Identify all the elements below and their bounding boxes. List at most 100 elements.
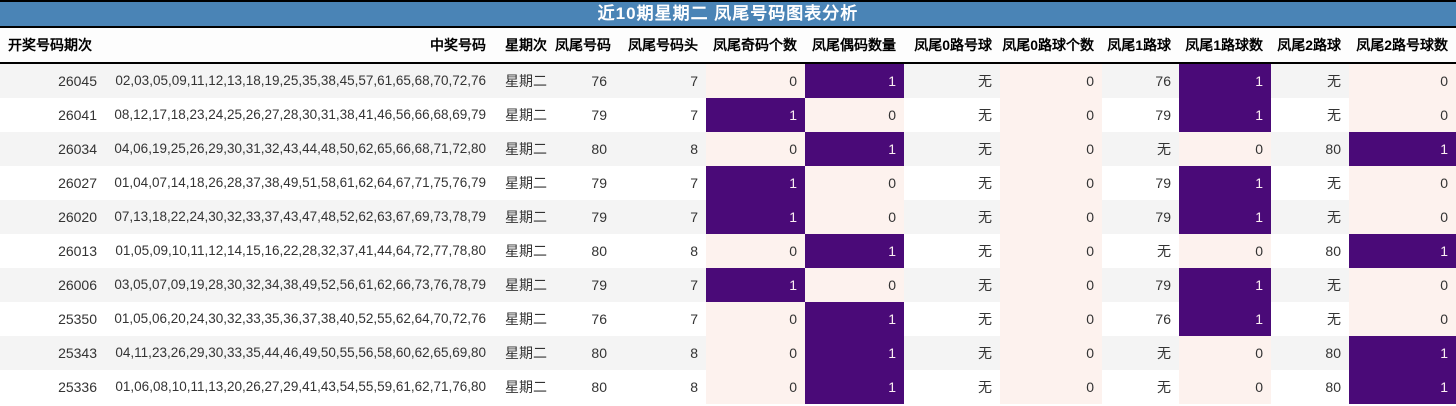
cell-weekday: 星期二 (505, 243, 547, 259)
cell-road0-ball: 无 (978, 141, 992, 157)
cell-tail-number: 79 (591, 175, 607, 191)
header-odd-count: 凤尾奇码个数 (713, 37, 797, 53)
header-weekday: 星期次 (505, 37, 547, 53)
cell-road0-ball: 无 (978, 107, 992, 123)
cell-weekday: 星期二 (505, 73, 547, 89)
cell-winning-numbers: 02,03,05,09,11,12,13,18,19,25,35,38,45,5… (115, 73, 486, 88)
cell-road0-count: 0 (1000, 268, 1102, 302)
cell-even-count: 1 (805, 234, 904, 268)
cell-road0-count: 0 (1000, 166, 1102, 200)
header-period: 开奖号码期次 (8, 37, 92, 53)
cell-road2-count: 0 (1349, 98, 1456, 132)
header-road1-count: 凤尾1路球数 (1185, 37, 1263, 53)
cell-even-count: 1 (805, 302, 904, 336)
cell-tail-number: 80 (591, 345, 607, 361)
cell-even-count: 0 (805, 166, 904, 200)
cell-winning-numbers: 03,05,07,09,19,28,30,32,34,38,49,52,56,6… (114, 277, 486, 292)
cell-road1-count: 0 (1179, 234, 1271, 268)
cell-tail-head: 7 (690, 311, 698, 327)
cell-tail-head: 7 (690, 107, 698, 123)
cell-tail-number: 79 (591, 209, 607, 225)
cell-winning-numbers: 01,04,07,14,18,26,28,37,38,49,51,58,61,6… (114, 175, 486, 190)
cell-even-count: 1 (805, 64, 904, 98)
cell-road2-ball: 无 (1327, 73, 1341, 89)
cell-road1-count: 0 (1179, 132, 1271, 166)
cell-odd-count: 0 (706, 302, 805, 336)
cell-tail-number: 76 (591, 311, 607, 327)
cell-winning-numbers: 07,13,18,22,24,30,32,33,37,43,47,48,52,6… (114, 209, 486, 224)
cell-road1-ball: 76 (1155, 73, 1171, 89)
cell-winning-numbers: 08,12,17,18,23,24,25,26,27,28,30,31,38,4… (114, 107, 486, 122)
table-row: 26013 01,05,09,10,11,12,14,15,16,22,28,3… (0, 234, 1456, 268)
table-row: 25343 04,11,23,26,29,30,33,35,44,46,49,5… (0, 336, 1456, 370)
cell-road2-count: 0 (1349, 268, 1456, 302)
cell-road1-ball: 79 (1155, 209, 1171, 225)
cell-tail-number: 80 (591, 243, 607, 259)
cell-tail-head: 7 (690, 277, 698, 293)
cell-road1-count: 1 (1179, 166, 1271, 200)
cell-road0-ball: 无 (978, 73, 992, 89)
cell-road2-ball: 无 (1327, 311, 1341, 327)
table-row: 26020 07,13,18,22,24,30,32,33,37,43,47,4… (0, 200, 1456, 234)
cell-odd-count: 1 (706, 268, 805, 302)
cell-road1-count: 1 (1179, 98, 1271, 132)
cell-tail-head: 7 (690, 209, 698, 225)
table-body: 26045 02,03,05,09,11,12,13,18,19,25,35,3… (0, 64, 1456, 404)
cell-road1-ball: 79 (1155, 175, 1171, 191)
cell-weekday: 星期二 (505, 345, 547, 361)
cell-tail-number: 79 (591, 277, 607, 293)
cell-road0-ball: 无 (978, 311, 992, 327)
table-row: 26034 04,06,19,25,26,29,30,31,32,43,44,4… (0, 132, 1456, 166)
cell-road1-ball: 无 (1157, 243, 1171, 259)
cell-tail-head: 8 (690, 345, 698, 361)
cell-road2-count: 1 (1349, 336, 1456, 370)
cell-period: 26041 (58, 107, 97, 123)
cell-road2-ball: 80 (1325, 345, 1341, 361)
cell-road2-count: 1 (1349, 234, 1456, 268)
cell-road1-count: 0 (1179, 370, 1271, 404)
cell-road1-count: 1 (1179, 268, 1271, 302)
cell-winning-numbers: 04,06,19,25,26,29,30,31,32,43,44,48,50,6… (114, 141, 486, 156)
cell-road0-count: 0 (1000, 302, 1102, 336)
cell-road2-count: 0 (1349, 166, 1456, 200)
cell-road1-ball: 无 (1157, 345, 1171, 361)
cell-period: 25336 (58, 379, 97, 395)
cell-period: 26027 (58, 175, 97, 191)
table-row: 26041 08,12,17,18,23,24,25,26,27,28,30,3… (0, 98, 1456, 132)
header-winning-numbers: 中奖号码 (430, 37, 486, 53)
cell-road0-ball: 无 (978, 175, 992, 191)
cell-odd-count: 0 (706, 370, 805, 404)
cell-odd-count: 0 (706, 132, 805, 166)
cell-tail-head: 7 (690, 175, 698, 191)
cell-road1-ball: 无 (1157, 379, 1171, 395)
cell-tail-number: 80 (591, 141, 607, 157)
cell-road1-count: 1 (1179, 302, 1271, 336)
cell-road1-count: 1 (1179, 200, 1271, 234)
table-header-row: 开奖号码期次 中奖号码 星期次 凤尾号码 凤尾号码头 凤尾奇码个数 凤尾偶码数量… (0, 28, 1456, 64)
header-tail-head: 凤尾号码头 (628, 37, 698, 53)
cell-tail-number: 80 (591, 379, 607, 395)
cell-weekday: 星期二 (505, 209, 547, 225)
cell-period: 25343 (58, 345, 97, 361)
cell-winning-numbers: 01,05,09,10,11,12,14,15,16,22,28,32,37,4… (115, 243, 486, 258)
cell-even-count: 0 (805, 98, 904, 132)
cell-weekday: 星期二 (505, 379, 547, 395)
table-row: 26045 02,03,05,09,11,12,13,18,19,25,35,3… (0, 64, 1456, 98)
cell-road0-count: 0 (1000, 200, 1102, 234)
header-road1-ball: 凤尾1路球 (1107, 37, 1171, 53)
cell-period: 26034 (58, 141, 97, 157)
cell-road0-count: 0 (1000, 336, 1102, 370)
cell-road0-ball: 无 (978, 345, 992, 361)
cell-road0-ball: 无 (978, 243, 992, 259)
table-row: 25336 01,06,08,10,11,13,20,26,27,29,41,4… (0, 370, 1456, 404)
cell-weekday: 星期二 (505, 311, 547, 327)
cell-road2-ball: 80 (1325, 379, 1341, 395)
cell-weekday: 星期二 (505, 277, 547, 293)
cell-period: 26020 (58, 209, 97, 225)
cell-tail-head: 8 (690, 243, 698, 259)
cell-road1-ball: 79 (1155, 277, 1171, 293)
page-title: 近10期星期二 凤尾号码图表分析 (0, 0, 1456, 28)
header-road2-count: 凤尾2路号球数 (1356, 37, 1448, 53)
cell-road2-count: 1 (1349, 370, 1456, 404)
